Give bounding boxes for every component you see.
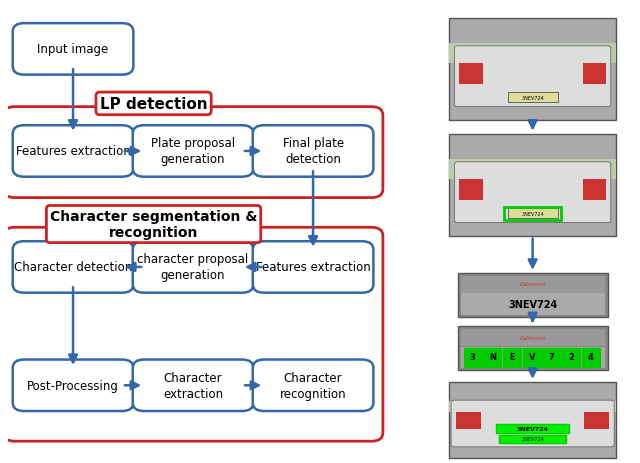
FancyBboxPatch shape [13,360,133,411]
Text: 4: 4 [588,353,594,362]
FancyBboxPatch shape [458,273,607,317]
Text: 3NEV724: 3NEV724 [508,299,557,309]
FancyBboxPatch shape [508,93,557,103]
FancyBboxPatch shape [3,228,383,441]
FancyBboxPatch shape [503,348,521,367]
FancyBboxPatch shape [449,401,616,413]
FancyBboxPatch shape [562,348,580,367]
FancyBboxPatch shape [13,126,133,177]
FancyBboxPatch shape [463,348,482,367]
FancyBboxPatch shape [461,330,605,346]
FancyBboxPatch shape [451,400,614,447]
Text: Final plate
detection: Final plate detection [282,137,344,166]
Text: 3NEV724: 3NEV724 [521,95,544,100]
Text: 3: 3 [470,353,476,362]
Text: Character
extraction: Character extraction [163,371,223,400]
FancyBboxPatch shape [449,19,616,120]
Text: 3NEV724: 3NEV724 [521,211,544,216]
FancyBboxPatch shape [253,126,373,177]
FancyBboxPatch shape [449,134,616,236]
Text: Character detection: Character detection [14,261,132,274]
FancyBboxPatch shape [13,242,133,293]
Text: 3NEV724: 3NEV724 [516,426,548,431]
FancyBboxPatch shape [523,348,541,367]
FancyBboxPatch shape [461,276,605,293]
FancyBboxPatch shape [456,413,481,429]
FancyBboxPatch shape [460,180,483,200]
FancyBboxPatch shape [584,413,609,429]
FancyBboxPatch shape [132,360,253,411]
FancyBboxPatch shape [499,435,566,443]
Text: California: California [520,335,546,340]
Text: LP detection: LP detection [100,97,207,112]
FancyBboxPatch shape [13,24,133,75]
Text: Features extraction: Features extraction [15,145,131,158]
FancyBboxPatch shape [460,64,483,85]
Text: N: N [489,353,496,362]
FancyBboxPatch shape [454,47,611,107]
FancyBboxPatch shape [508,209,557,219]
FancyBboxPatch shape [496,424,570,433]
Text: Character segmentation &
recognition: Character segmentation & recognition [50,209,257,240]
Text: E: E [509,353,515,362]
Text: California: California [520,282,546,287]
FancyBboxPatch shape [461,294,605,315]
FancyBboxPatch shape [454,163,611,223]
FancyBboxPatch shape [582,180,606,200]
Text: Input image: Input image [37,43,109,56]
FancyBboxPatch shape [543,348,561,367]
FancyBboxPatch shape [253,360,373,411]
FancyBboxPatch shape [483,348,502,367]
FancyBboxPatch shape [449,382,616,458]
FancyBboxPatch shape [132,126,253,177]
FancyBboxPatch shape [253,242,373,293]
Text: 7: 7 [548,353,554,362]
FancyBboxPatch shape [449,160,616,180]
Text: Post-Processing: Post-Processing [27,379,119,392]
FancyBboxPatch shape [458,326,607,370]
FancyBboxPatch shape [461,347,605,368]
Text: character proposal
generation: character proposal generation [138,253,249,282]
FancyBboxPatch shape [3,107,383,198]
Text: Character
recognition: Character recognition [280,371,346,400]
Text: Features extraction: Features extraction [256,261,371,274]
Text: V: V [529,353,535,362]
FancyBboxPatch shape [582,64,606,85]
Text: 2: 2 [568,353,574,362]
FancyBboxPatch shape [582,348,600,367]
Text: 3NEV724: 3NEV724 [521,437,544,441]
Text: Plate proposal
generation: Plate proposal generation [151,137,235,166]
FancyBboxPatch shape [132,242,253,293]
FancyBboxPatch shape [449,44,616,64]
